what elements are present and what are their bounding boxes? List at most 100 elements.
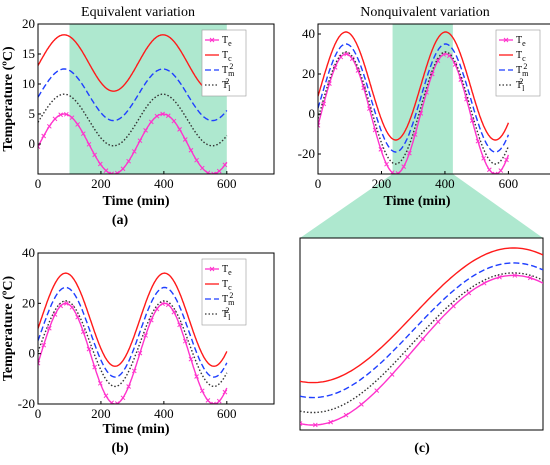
marker-Te-a [38,144,41,150]
y-tick-label-nq: 20 [302,66,315,81]
series-Tl2-c [300,272,543,414]
marker-Te-b [126,384,131,389]
y-axis-title-a: Temperature (ºC) [1,46,16,152]
marker-Te-nq [452,62,458,67]
x-tick-label-b: 0 [35,406,42,421]
axes-frame-nq [317,23,550,175]
marker-Te-a [160,111,165,117]
legend-label-Tc: Tc [516,50,526,63]
y-tick-label-b: 0 [29,346,36,361]
marker-Te-a [114,170,120,174]
marker-Te-b [182,338,188,344]
marker-Te-a [103,168,109,173]
marker-Te-c [512,273,518,278]
legend-label-Te: Te [516,35,526,48]
marker-Te-b [97,380,103,386]
y-tick-label-a: 15 [22,46,35,61]
legend-label-Te: Te [222,264,232,277]
marker-Te-nq [475,138,481,144]
x-tick-label-nq: 400 [435,176,455,191]
marker-Te-a [194,157,199,163]
legend-label-Tl2: Tl2 [222,306,231,322]
marker-Te-a [92,152,97,158]
marker-Te-a [46,123,52,129]
marker-Te-a [199,165,205,171]
marker-Te-nq [401,164,407,170]
marker-Te-nq [412,132,418,137]
series-Tl2-nq [318,51,510,165]
y-tick-label-a: 5 [29,106,36,121]
marker-Te-a [75,122,81,127]
marker-Te-nq [349,56,355,62]
series-Tc-nq [318,31,510,141]
x-tick-label-b: 200 [91,406,111,421]
marker-Te-c [359,402,364,407]
marker-Te-nq [318,122,321,128]
series-Te-b [38,302,228,404]
x-tick-label-a: 0 [35,176,42,191]
chart-c [299,237,544,431]
marker-Te-a [120,166,126,172]
marker-Te-b [199,388,205,394]
y-tick-label-nq: 40 [302,26,315,41]
marker-Te-a [143,128,148,133]
y-tick-label-b: -20 [18,396,35,411]
series-Tm2-c [300,262,543,399]
marker-Te-nq [447,53,452,59]
series-Te-a [38,113,228,174]
series-Te-nq [318,53,510,174]
series-Tl2-a [38,93,228,147]
series-Tc-a [38,34,228,92]
marker-Te-a [154,113,160,119]
marker-Te-a [171,118,177,124]
marker-Te-b [38,360,41,366]
marker-Te-b [120,395,126,401]
marker-Te-a [126,158,131,164]
marker-Te-c [451,303,456,309]
marker-Te-nq [384,161,389,167]
y-axis-title-b: Temperature (ºC) [1,276,16,382]
marker-Te-b [69,304,75,310]
marker-Te-a [148,119,154,125]
marker-Te-b [63,301,69,306]
marker-Te-a [86,141,92,147]
marker-Te-b [194,374,199,379]
marker-Te-nq [407,150,412,156]
x-tick-label-b: 400 [154,406,174,421]
marker-Te-a [188,147,194,153]
legend-label-Tm2: Tm2 [516,62,529,78]
marker-Te-a [97,161,103,167]
marker-Te-b [103,393,109,399]
x-axis-title-a: Time (min) [102,194,169,209]
panel-tag-b: (b) [111,441,128,456]
series-Tm2-b [38,286,228,378]
marker-Te-a [52,116,58,122]
shaded-region-nq [392,24,453,174]
marker-Te-b [137,350,143,356]
marker-Te-b [80,329,86,335]
marker-Te-nq [332,65,338,70]
x-tick-label-b: 600 [217,406,237,421]
marker-Te-a [69,115,75,121]
series-Tc-b [38,272,228,367]
marker-Te-c [389,372,395,377]
marker-Te-nq [469,118,475,123]
marker-Te-a [137,138,143,144]
marker-Te-a [80,131,86,137]
x-axis-title-nq: Time (min) [383,194,450,209]
marker-Te-a [216,168,222,174]
marker-Te-b [171,309,177,315]
x-tick-label-nq: 200 [372,176,392,191]
marker-Te-b [216,398,222,404]
marker-Te-a [58,112,64,118]
marker-Te-b [205,398,211,403]
x-tick-label-a: 200 [91,176,111,191]
marker-Te-b [46,325,52,331]
legend-label-Tl2: Tl2 [222,77,231,93]
marker-Te-c [466,290,472,296]
legend-label-Tl2: Tl2 [516,77,525,93]
